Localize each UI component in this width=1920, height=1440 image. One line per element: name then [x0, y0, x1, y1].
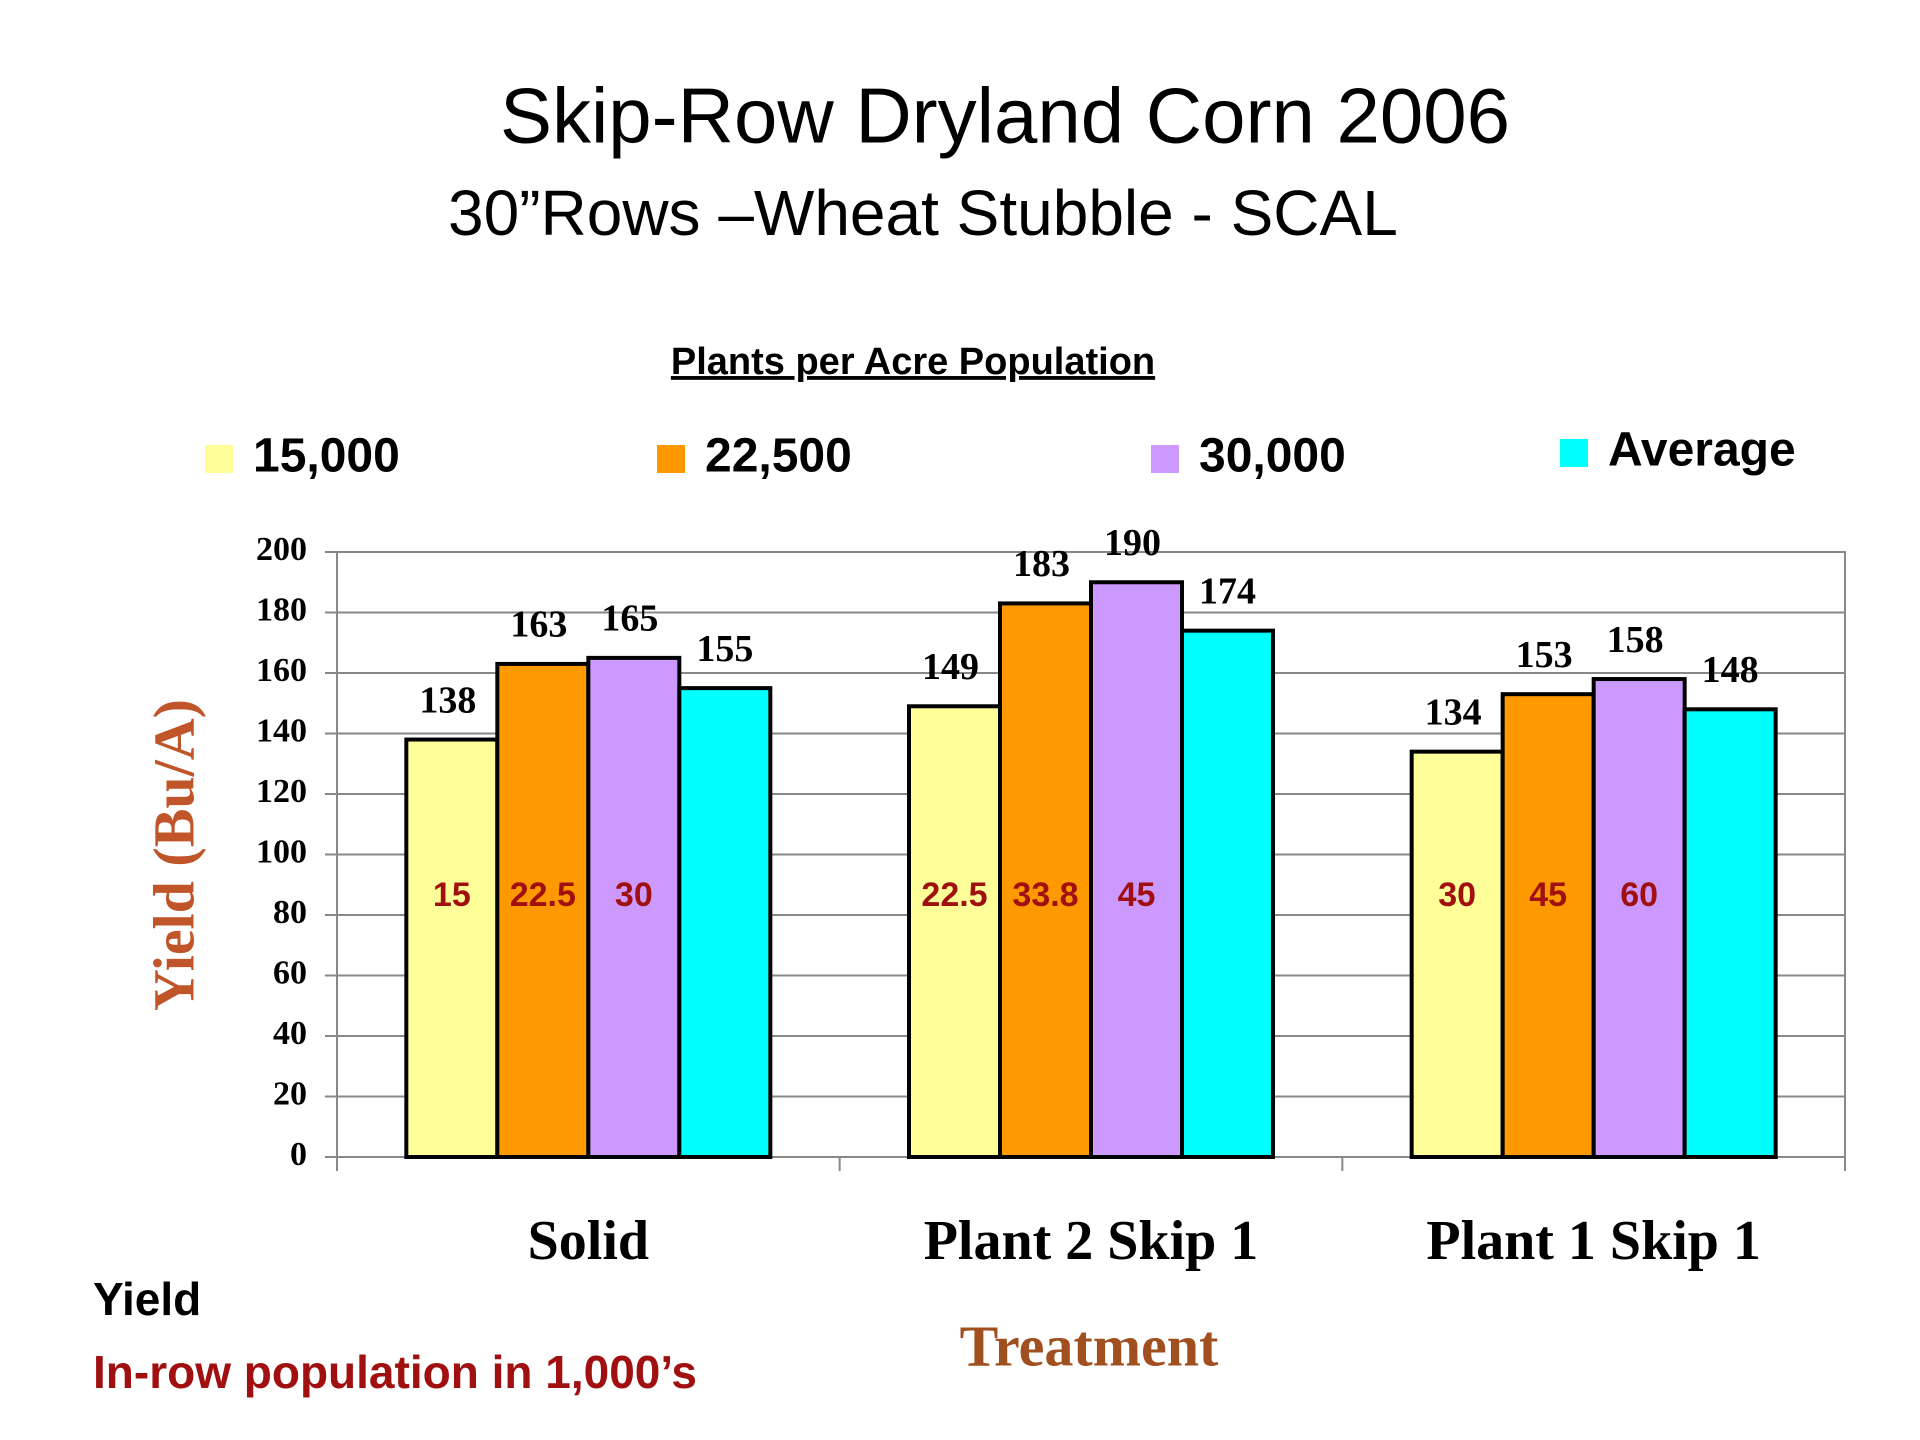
y-tick-label: 140 [256, 712, 307, 749]
legend-swatch [1151, 445, 1179, 473]
population-label: 30 [615, 876, 653, 914]
x-tick-label: Plant 2 Skip 1 [924, 1210, 1259, 1272]
note: Yield [93, 1273, 201, 1325]
y-tick-label: 80 [273, 894, 307, 931]
data-label: 153 [1516, 634, 1573, 676]
population-label: 30 [1438, 876, 1476, 914]
legend-label: 30,000 [1199, 430, 1346, 483]
y-tick-label: 160 [256, 652, 307, 689]
y-tick-label: 40 [273, 1015, 307, 1052]
data-label: 163 [510, 604, 567, 646]
y-tick-label: 120 [256, 773, 307, 810]
bar [404, 737, 500, 1159]
legend-label: 22,500 [705, 430, 852, 483]
y-tick-label: 20 [273, 1075, 307, 1112]
legend-label: 15,000 [253, 430, 400, 483]
legend-title: Plants per Acre Population [671, 341, 1155, 383]
bar [1591, 677, 1687, 1159]
data-label: 149 [922, 646, 979, 688]
bar [495, 661, 591, 1159]
population-label: 60 [1620, 876, 1658, 914]
data-label: 158 [1607, 619, 1664, 661]
bar [677, 686, 773, 1159]
population-label: 45 [1118, 876, 1156, 914]
bar [1180, 628, 1275, 1159]
population-label: 22.5 [921, 876, 987, 914]
legend-label: Average [1608, 424, 1796, 477]
population-label: 33.8 [1012, 876, 1078, 914]
y-tick-label: 180 [256, 591, 307, 628]
data-label: 148 [1702, 649, 1759, 691]
bar [1500, 692, 1596, 1159]
bar [1089, 580, 1184, 1159]
legend-swatch [1560, 439, 1588, 467]
bar [998, 601, 1093, 1159]
y-tick-label: 100 [256, 833, 307, 870]
data-label: 183 [1013, 543, 1070, 585]
data-label: 165 [601, 598, 658, 640]
x-tick-label: Plant 1 Skip 1 [1426, 1210, 1761, 1272]
data-label: 190 [1104, 522, 1161, 564]
data-label: 174 [1199, 570, 1256, 612]
note: In-row population in 1,000’s [93, 1346, 697, 1398]
data-label: 155 [696, 628, 753, 670]
legend-swatch [657, 445, 685, 473]
population-label: 15 [433, 876, 471, 914]
y-tick-label: 200 [256, 531, 307, 568]
bar [586, 655, 682, 1159]
x-axis-label: Treatment [960, 1313, 1219, 1378]
population-label: 22.5 [510, 876, 576, 914]
bar [907, 704, 1002, 1160]
y-tick-label: 60 [273, 954, 307, 991]
chart-title: Skip-Row Dryland Corn 2006 [500, 72, 1510, 160]
chart-subtitle: 30”Rows –Wheat Stubble - SCAL [448, 177, 1398, 249]
data-label: 134 [1425, 691, 1482, 733]
x-tick-label: Solid [528, 1210, 649, 1272]
bar [1409, 749, 1505, 1160]
data-label: 138 [419, 679, 476, 721]
bar [1682, 707, 1778, 1159]
population-label: 45 [1529, 876, 1567, 914]
y-tick-label: 0 [290, 1136, 307, 1173]
legend-swatch [205, 445, 233, 473]
y-axis-label: Yield (Bu/A) [141, 699, 206, 1011]
